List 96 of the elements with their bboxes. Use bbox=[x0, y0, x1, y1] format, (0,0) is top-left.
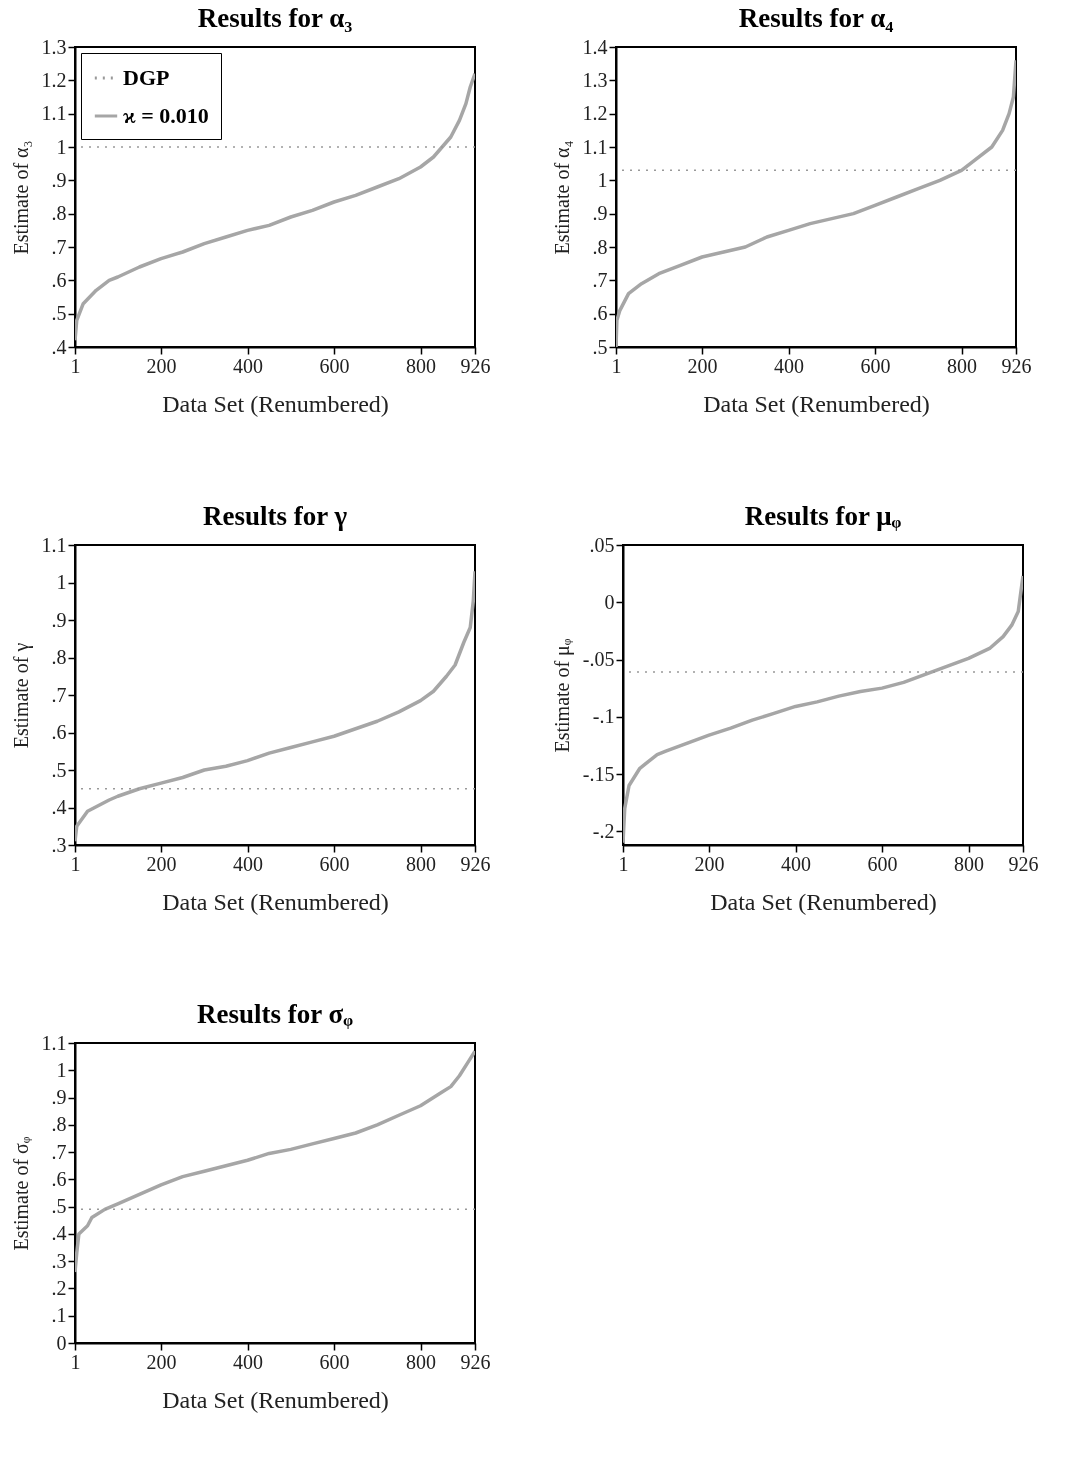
y-tick-label: .7 bbox=[51, 235, 67, 258]
x-tick-label: 200 bbox=[146, 1350, 177, 1373]
x-tick-label: 926 bbox=[1001, 354, 1032, 377]
y-tick-label: .3 bbox=[51, 1249, 67, 1272]
y-tick-label: .6 bbox=[51, 721, 67, 743]
x-tick-label: 800 bbox=[406, 852, 437, 875]
x-tick-label: 800 bbox=[406, 1350, 437, 1373]
y-tick-label: 1 bbox=[56, 135, 67, 158]
y-tick-label: -.1 bbox=[592, 705, 615, 728]
y-tick-label: 1 bbox=[56, 571, 67, 593]
y-tick-label: .9 bbox=[51, 1086, 67, 1109]
y-tick-label: .6 bbox=[592, 302, 608, 325]
y-tick-label: 1.1 bbox=[41, 533, 67, 556]
x-tick-label: 200 bbox=[694, 852, 725, 875]
y-tick-label: .1 bbox=[51, 1304, 67, 1327]
y-axis-title: Estimate of α₄ bbox=[550, 140, 573, 255]
y-tick-label: 1.2 bbox=[41, 68, 67, 91]
y-tick-label: .4 bbox=[51, 1222, 67, 1245]
y-tick-label: .3 bbox=[51, 833, 67, 856]
x-tick-label: 200 bbox=[146, 852, 177, 875]
x-axis-title: Data Set (Renumbered) bbox=[710, 888, 937, 915]
chart-title: Results for α₃ bbox=[197, 3, 353, 33]
chart-title: Results for σᵩ bbox=[197, 999, 354, 1029]
line-series bbox=[75, 1049, 475, 1274]
y-axis-title: Estimate of σᵩ bbox=[9, 1136, 32, 1251]
y-tick-label: 0 bbox=[56, 1331, 67, 1354]
y-tick-label: 1.3 bbox=[582, 68, 608, 91]
y-tick-label: .8 bbox=[51, 202, 67, 225]
y-tick-label: .6 bbox=[51, 1167, 67, 1190]
y-tick-label: -.15 bbox=[582, 762, 615, 785]
y-tick-label: .6 bbox=[51, 268, 67, 291]
y-tick-label: .7 bbox=[51, 1140, 67, 1163]
x-tick-label: 800 bbox=[947, 354, 978, 377]
x-tick-label: 600 bbox=[860, 354, 891, 377]
x-axis-title: Data Set (Renumbered) bbox=[703, 390, 930, 417]
y-tick-label: .4 bbox=[51, 796, 67, 818]
y-tick-label: .5 bbox=[51, 1195, 67, 1218]
y-tick-label: 1.3 bbox=[41, 35, 67, 58]
y-tick-label: .8 bbox=[51, 646, 67, 668]
y-tick-label: -.2 bbox=[592, 819, 615, 842]
y-tick-label: .9 bbox=[592, 202, 608, 225]
x-axis-title: Data Set (Renumbered) bbox=[162, 390, 389, 417]
y-axis-title: Estimate of α₃ bbox=[9, 140, 32, 255]
x-tick-label: 400 bbox=[774, 354, 805, 377]
line-series bbox=[75, 71, 475, 343]
y-tick-label: .05 bbox=[589, 533, 615, 556]
x-tick-label: 800 bbox=[954, 852, 985, 875]
x-tick-label: 926 bbox=[1008, 852, 1039, 875]
x-tick-label: 1 bbox=[70, 1350, 81, 1373]
line-series bbox=[75, 569, 475, 843]
x-tick-label: 800 bbox=[406, 354, 437, 377]
legend-label: ϰ = 0.010 bbox=[123, 103, 209, 128]
y-tick-label: .5 bbox=[51, 758, 67, 781]
x-axis-title: Data Set (Renumbered) bbox=[162, 888, 389, 915]
y-tick-label: 0 bbox=[604, 590, 615, 613]
x-axis-title: Data Set (Renumbered) bbox=[162, 1386, 389, 1413]
x-tick-label: 200 bbox=[687, 354, 718, 377]
y-tick-label: .7 bbox=[592, 268, 608, 291]
x-tick-label: 400 bbox=[781, 852, 812, 875]
x-tick-label: 926 bbox=[460, 354, 491, 377]
x-tick-label: 1 bbox=[618, 852, 629, 875]
chart-title: Results for α₄ bbox=[738, 3, 894, 33]
x-tick-label: 600 bbox=[319, 852, 350, 875]
chart-title: Results for μᵩ bbox=[744, 501, 902, 531]
y-tick-label: 1 bbox=[597, 168, 608, 191]
x-tick-label: 1 bbox=[70, 354, 81, 377]
x-tick-label: 400 bbox=[233, 1350, 264, 1373]
y-tick-label: .7 bbox=[51, 683, 67, 706]
x-tick-label: 600 bbox=[319, 354, 350, 377]
y-tick-label: .5 bbox=[51, 302, 67, 325]
y-tick-label: 1.4 bbox=[582, 35, 608, 58]
x-tick-label: 926 bbox=[460, 1350, 491, 1373]
y-tick-label: .9 bbox=[51, 608, 67, 631]
y-tick-label: 1 bbox=[56, 1058, 67, 1081]
x-tick-label: 1 bbox=[70, 852, 81, 875]
y-tick-label: .8 bbox=[592, 235, 608, 258]
y-tick-label: .4 bbox=[51, 335, 67, 358]
y-tick-label: 1.1 bbox=[41, 1031, 67, 1054]
y-tick-label: 1.1 bbox=[41, 102, 67, 125]
y-tick-label: .5 bbox=[592, 335, 608, 358]
chart-title: Results for γ bbox=[202, 501, 348, 531]
y-axis-title: Estimate of μᵩ bbox=[550, 638, 574, 753]
legend-label: DGP bbox=[123, 65, 170, 90]
y-tick-label: -.05 bbox=[582, 648, 615, 670]
y-tick-label: 1.2 bbox=[582, 102, 608, 125]
y-tick-label: .8 bbox=[51, 1113, 67, 1136]
y-tick-label: 1.1 bbox=[582, 135, 608, 158]
y-tick-label: .2 bbox=[51, 1276, 67, 1299]
x-tick-label: 600 bbox=[867, 852, 898, 875]
x-tick-label: 600 bbox=[319, 1350, 350, 1373]
y-tick-label: .9 bbox=[51, 168, 67, 191]
y-axis-title: Estimate of γ bbox=[9, 642, 33, 749]
x-tick-label: 400 bbox=[233, 852, 264, 875]
x-tick-label: 200 bbox=[146, 354, 177, 377]
x-tick-label: 926 bbox=[460, 852, 491, 875]
x-tick-label: 400 bbox=[233, 354, 264, 377]
